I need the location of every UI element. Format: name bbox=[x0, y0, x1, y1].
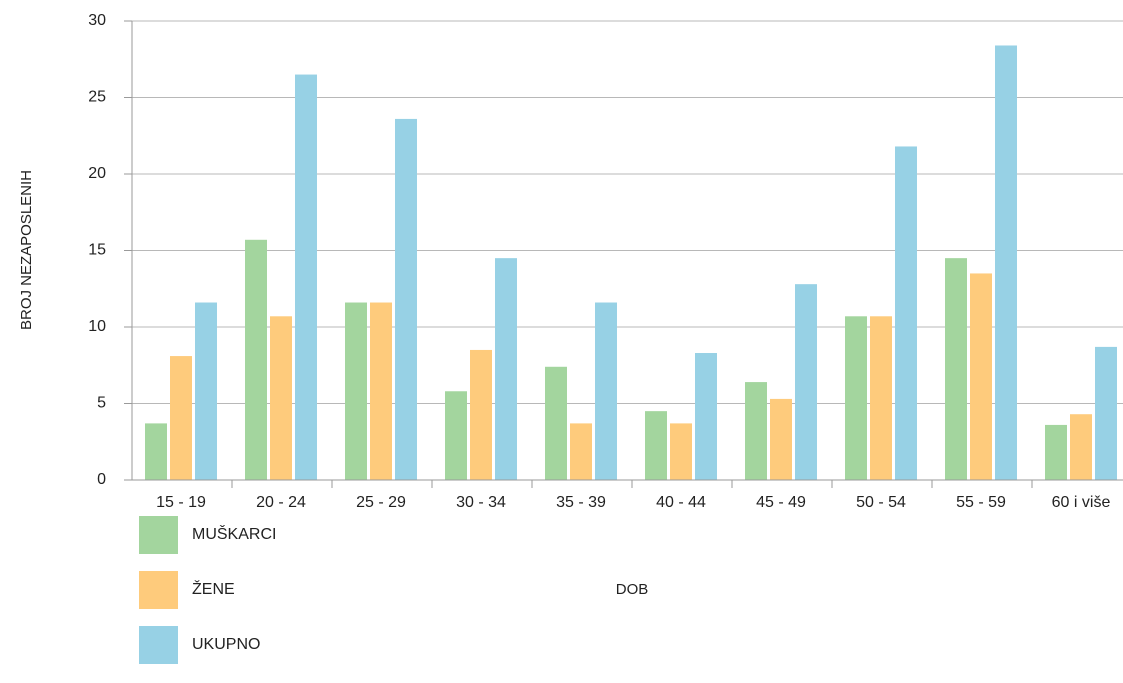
bar bbox=[295, 74, 317, 481]
legend-label: UKUPNO bbox=[192, 636, 260, 653]
x-tick-label: 15 - 19 bbox=[156, 494, 206, 511]
bar bbox=[695, 353, 717, 480]
y-tick-label: 25 bbox=[88, 89, 106, 106]
bar bbox=[345, 302, 367, 480]
bar bbox=[1070, 414, 1092, 480]
x-tick-label: 25 - 29 bbox=[356, 494, 406, 511]
y-tick-label: 15 bbox=[88, 242, 106, 259]
bar bbox=[195, 302, 217, 480]
x-tick-label: 55 - 59 bbox=[956, 494, 1006, 511]
bar bbox=[570, 423, 592, 480]
bar bbox=[245, 239, 267, 480]
bar bbox=[745, 382, 767, 480]
bar bbox=[1095, 346, 1117, 480]
x-tick-label: 50 - 54 bbox=[856, 494, 906, 511]
x-tick-label: 20 - 24 bbox=[256, 494, 306, 511]
legend-swatch bbox=[139, 571, 178, 609]
bar bbox=[870, 316, 892, 480]
x-tick-label: 40 - 44 bbox=[656, 494, 706, 511]
bar bbox=[545, 366, 567, 480]
axes: 0 5 10 15 20 25 30 15 - 19 20 - 24 25 - 29 30 - 34… bbox=[88, 12, 1123, 511]
y-tick-label: 0 bbox=[97, 471, 106, 488]
bar bbox=[895, 146, 917, 480]
x-tick-label: 60 i više bbox=[1052, 494, 1111, 511]
bar bbox=[145, 423, 167, 480]
bar bbox=[495, 258, 517, 480]
bar bbox=[1045, 424, 1067, 480]
y-tick-label: 30 bbox=[88, 12, 106, 29]
bar bbox=[945, 258, 967, 480]
bar bbox=[395, 118, 417, 481]
legend-label: ŽENE bbox=[192, 579, 235, 598]
bars bbox=[145, 45, 1117, 481]
bar bbox=[845, 316, 867, 480]
bar bbox=[370, 302, 392, 480]
x-tick-label: 35 - 39 bbox=[556, 494, 606, 511]
bar bbox=[270, 316, 292, 480]
y-tick-label: 10 bbox=[88, 318, 106, 335]
y-axis-title: BROJ NEZAPOSLENIH bbox=[18, 170, 35, 330]
bar bbox=[995, 45, 1017, 480]
x-tick-label: 45 - 49 bbox=[756, 494, 806, 511]
bar bbox=[770, 398, 792, 480]
bar bbox=[170, 356, 192, 480]
bar bbox=[470, 349, 492, 480]
legend: MUŠKARCI ŽENE UKUPNO bbox=[139, 516, 276, 664]
y-tick-label: 20 bbox=[88, 165, 106, 182]
bar bbox=[670, 423, 692, 480]
legend-swatch bbox=[139, 626, 178, 664]
legend-swatch bbox=[139, 516, 178, 554]
x-axis-title: DOB bbox=[616, 581, 649, 598]
y-tick-label: 5 bbox=[97, 395, 106, 412]
x-tick-label: 30 - 34 bbox=[456, 494, 506, 511]
bar bbox=[445, 391, 467, 480]
bar bbox=[795, 284, 817, 480]
bar bbox=[595, 302, 617, 480]
bar bbox=[645, 411, 667, 480]
legend-label: MUŠKARCI bbox=[192, 524, 276, 543]
bar bbox=[970, 273, 992, 480]
